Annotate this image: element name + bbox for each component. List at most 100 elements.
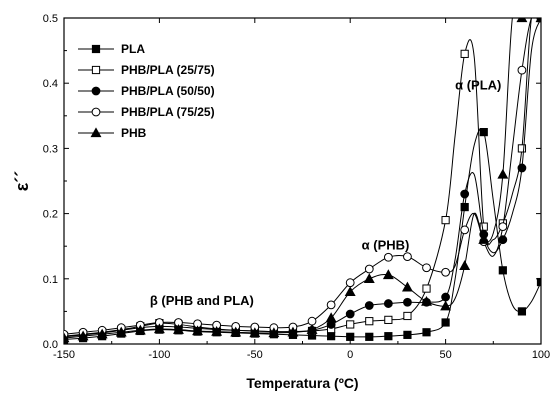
series-0	[64, 127, 541, 344]
legend-item: PHB/PLA (75/25)	[78, 105, 215, 119]
x-tick-label: -150	[53, 349, 75, 361]
data-point	[421, 295, 432, 306]
x-tick-label: -100	[148, 349, 170, 361]
data-point	[211, 325, 223, 336]
data-point	[441, 216, 450, 225]
y-tick-label: 0.1	[43, 274, 58, 286]
data-point	[422, 328, 431, 337]
legend-item: PHB/PLA (25/75)	[78, 63, 215, 77]
data-point	[192, 325, 204, 336]
data-point	[268, 327, 280, 338]
data-point	[365, 317, 374, 326]
data-point	[326, 300, 336, 310]
data-point	[115, 326, 127, 337]
legend-label: PHB	[121, 126, 147, 140]
data-point	[517, 163, 527, 173]
data-point	[460, 202, 469, 212]
data-point	[307, 316, 317, 326]
x-tick-label: 100	[532, 349, 550, 361]
series-4	[64, 18, 541, 343]
legend-label: PLA	[121, 42, 145, 56]
data-point	[230, 326, 242, 337]
annotation-label: α (PHB)	[362, 237, 410, 252]
legend-label: PHB/PLA (50/50)	[121, 84, 215, 98]
data-point	[77, 330, 89, 341]
x-tick-label: -50	[247, 349, 263, 361]
data-point	[382, 269, 394, 280]
data-point	[403, 311, 412, 321]
data-point	[460, 49, 469, 58]
annotation-label: α (PLA)	[455, 78, 501, 93]
data-point	[64, 332, 70, 343]
data-point	[517, 144, 527, 153]
y-tick-label: 0.4	[43, 78, 58, 90]
x-tick-label: 0	[347, 349, 353, 361]
data-point	[535, 18, 541, 23]
data-point	[384, 315, 393, 324]
data-point	[459, 260, 471, 270]
y-tick-label: 0.3	[43, 143, 58, 155]
data-point	[497, 168, 509, 179]
data-point	[403, 297, 412, 307]
data-point	[479, 222, 488, 231]
data-point	[96, 328, 108, 339]
data-point	[153, 323, 165, 334]
data-point	[345, 278, 355, 288]
data-point	[365, 332, 374, 341]
data-point	[344, 286, 356, 297]
data-point	[498, 266, 507, 275]
legend-item: PLA	[78, 42, 145, 56]
data-point	[287, 326, 299, 337]
data-point	[403, 330, 412, 339]
annotations: α (PLA) α (PHB) β (PHB and PLA)	[150, 78, 502, 308]
data-point	[440, 300, 452, 311]
legend-item: PHB/PLA (50/50)	[78, 84, 215, 98]
data-point	[383, 252, 393, 262]
data-point	[422, 263, 431, 273]
legend-marker	[91, 107, 101, 117]
legend-marker	[91, 65, 101, 75]
data-point	[325, 312, 337, 323]
ticks-layer: -150 -100 -50 0 50 100 0.0 0.1 0.2 0.3 0.4 0.5	[43, 13, 550, 361]
x-axis-title: Temperatura (ºC)	[246, 375, 358, 391]
data-point	[383, 299, 393, 308]
data-point	[364, 301, 374, 310]
data-point	[345, 309, 355, 319]
legend-marker	[91, 44, 101, 54]
data-point	[401, 281, 413, 292]
data-point	[134, 324, 146, 335]
y-tick-label: 0.2	[43, 209, 58, 221]
data-point	[441, 267, 451, 277]
legend-label: PHB/PLA (75/25)	[121, 105, 215, 119]
data-point	[364, 264, 374, 274]
data-point	[479, 128, 488, 137]
legend-marker	[90, 127, 102, 138]
data-point	[327, 332, 336, 341]
series-1	[64, 18, 541, 341]
data-point	[536, 277, 541, 287]
data-point	[517, 307, 527, 316]
data-point	[173, 324, 184, 334]
data-point	[517, 65, 527, 75]
data-point	[441, 292, 451, 302]
y-tick-label: 0.5	[43, 13, 58, 25]
data-point	[384, 332, 393, 341]
data-point	[478, 234, 490, 244]
data-point	[460, 189, 470, 199]
data-point	[441, 318, 450, 327]
annotation-label: β (PHB and PLA)	[150, 293, 254, 308]
data-point	[249, 327, 261, 338]
data-point	[460, 225, 470, 235]
legend: PLA PHB/PLA (25/75) PHB/PLA (50/50) PHB/PLA…	[78, 42, 215, 140]
data-point	[363, 273, 375, 283]
data-point	[306, 324, 318, 334]
x-tick-label: 50	[439, 349, 451, 361]
data-point	[516, 18, 528, 23]
legend-marker	[91, 86, 101, 96]
data-point	[403, 252, 412, 262]
y-tick-label: 0.0	[43, 339, 58, 351]
legend-label: PHB/PLA (25/75)	[121, 63, 215, 77]
data-point	[498, 222, 508, 232]
data-point	[346, 320, 355, 329]
